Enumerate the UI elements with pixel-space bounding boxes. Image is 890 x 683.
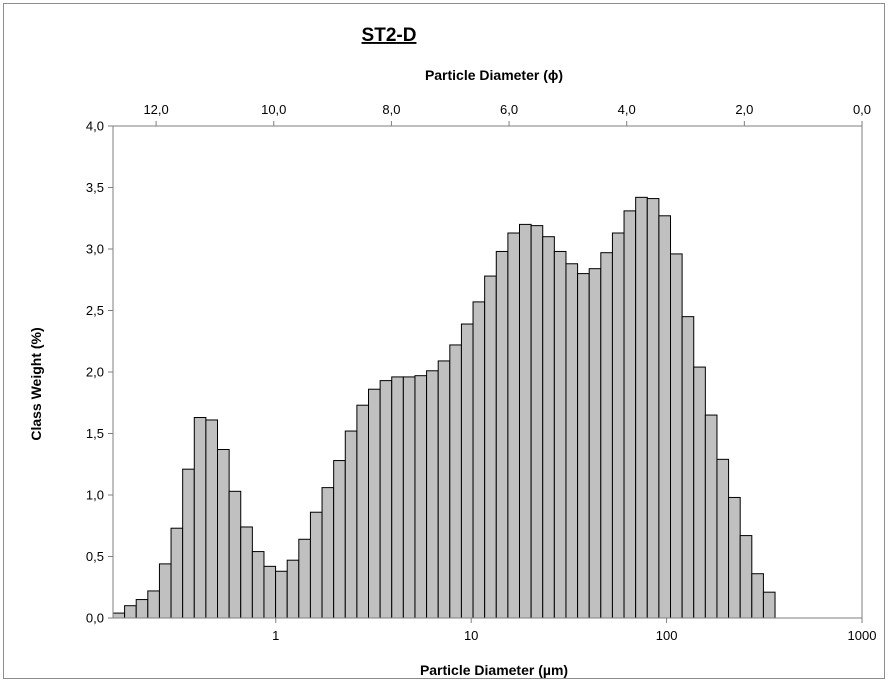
axes: 0,0 0,5 1,0 1,5 2,0 2,5 3,0 3,5 4,0 1 10 100 1000 12,… bbox=[86, 102, 877, 643]
y-axis-label: Class Weight (%) bbox=[28, 327, 44, 440]
histogram-chart: ST2-D Particle Diameter (ϕ) Particle Dia… bbox=[28, 25, 877, 678]
histogram-bar bbox=[391, 376, 404, 619]
histogram-bar bbox=[158, 563, 172, 619]
histogram-bar bbox=[263, 565, 277, 619]
histogram-bar bbox=[577, 273, 590, 619]
histogram-bar bbox=[356, 404, 370, 619]
top-tick-label: 10,0 bbox=[261, 102, 286, 117]
y-tick-label: 2,0 bbox=[86, 365, 104, 380]
histogram-bar bbox=[519, 223, 532, 619]
histogram-bar bbox=[379, 380, 393, 619]
x-tick-label: 1 bbox=[272, 628, 279, 643]
y-tick-label: 4,0 bbox=[86, 119, 104, 134]
y-tick-label: 1,5 bbox=[86, 426, 104, 441]
x-tick-label: 1000 bbox=[848, 628, 877, 643]
histogram-bar bbox=[670, 253, 683, 619]
chart-frame: ST2-D Particle Diameter (ϕ) Particle Dia… bbox=[3, 3, 885, 679]
histogram-bar bbox=[182, 468, 195, 619]
histogram-bar bbox=[739, 535, 753, 619]
histogram-bar bbox=[495, 250, 509, 619]
histogram-bar bbox=[681, 316, 695, 619]
chart-title: ST2-D bbox=[362, 25, 417, 46]
histogram-bar bbox=[135, 599, 149, 619]
histogram-bar bbox=[611, 232, 625, 619]
histogram-bar bbox=[542, 236, 555, 619]
histogram-bar bbox=[426, 370, 439, 619]
histogram-bar bbox=[658, 215, 672, 619]
histogram-bar bbox=[553, 250, 567, 619]
histogram-bar bbox=[298, 538, 311, 619]
histogram-bar bbox=[309, 511, 323, 619]
y-tick-label: 0,0 bbox=[86, 611, 104, 626]
bars bbox=[112, 196, 776, 619]
histogram-bar bbox=[217, 448, 230, 619]
histogram-bar bbox=[344, 430, 358, 619]
histogram-bar bbox=[472, 301, 486, 619]
histogram-bar bbox=[635, 196, 648, 619]
top-tick-label: 2,0 bbox=[735, 102, 753, 117]
histogram-bar bbox=[437, 360, 451, 619]
histogram-bar bbox=[751, 573, 764, 619]
x-tick-label: 10 bbox=[464, 628, 478, 643]
histogram-bar bbox=[402, 376, 416, 619]
histogram-bar bbox=[716, 458, 730, 619]
x-tick-label: 100 bbox=[656, 628, 678, 643]
histogram-bar bbox=[240, 526, 253, 619]
top-tick-label: 0,0 bbox=[853, 102, 871, 117]
histogram-bar bbox=[112, 612, 126, 619]
histogram-bar bbox=[170, 527, 184, 619]
histogram-bar bbox=[321, 487, 335, 619]
histogram-bar bbox=[449, 344, 462, 619]
y-tick-label: 0,5 bbox=[86, 549, 104, 564]
y-tick-label: 3,0 bbox=[86, 242, 104, 257]
histogram-bar bbox=[333, 460, 346, 619]
top-tick-label: 12,0 bbox=[143, 102, 168, 117]
y-tick-label: 3,5 bbox=[86, 180, 104, 195]
histogram-bar bbox=[762, 591, 776, 619]
histogram-bar bbox=[228, 490, 242, 619]
bottom-axis-label: Particle Diameter (µm) bbox=[420, 662, 568, 678]
histogram-bar bbox=[530, 225, 544, 619]
histogram-bar bbox=[565, 263, 579, 619]
y-tick-label: 1,0 bbox=[86, 488, 104, 503]
histogram-bar bbox=[368, 388, 381, 619]
histogram-bar bbox=[275, 570, 288, 619]
histogram-bar bbox=[251, 551, 265, 619]
histogram-bar bbox=[193, 417, 207, 619]
top-tick-label: 6,0 bbox=[500, 102, 518, 117]
histogram-bar bbox=[588, 268, 602, 619]
histogram-bar bbox=[728, 496, 741, 619]
histogram-bar bbox=[704, 414, 718, 619]
histogram-bar bbox=[484, 275, 497, 619]
histogram-bar bbox=[646, 198, 660, 619]
y-tick-label: 2,5 bbox=[86, 303, 104, 318]
histogram-bar bbox=[147, 590, 160, 619]
histogram-bar bbox=[693, 366, 706, 619]
top-tick-label: 8,0 bbox=[382, 102, 400, 117]
top-axis-label: Particle Diameter (ϕ) bbox=[425, 67, 563, 83]
histogram-bar bbox=[623, 210, 637, 619]
histogram-bar bbox=[205, 419, 219, 619]
histogram-bar bbox=[286, 559, 300, 619]
histogram-bar bbox=[414, 375, 428, 619]
top-tick-label: 4,0 bbox=[618, 102, 636, 117]
histogram-bar bbox=[460, 323, 474, 619]
histogram-bar bbox=[507, 232, 521, 619]
histogram-bar bbox=[600, 252, 613, 619]
histogram-bar bbox=[124, 605, 137, 619]
